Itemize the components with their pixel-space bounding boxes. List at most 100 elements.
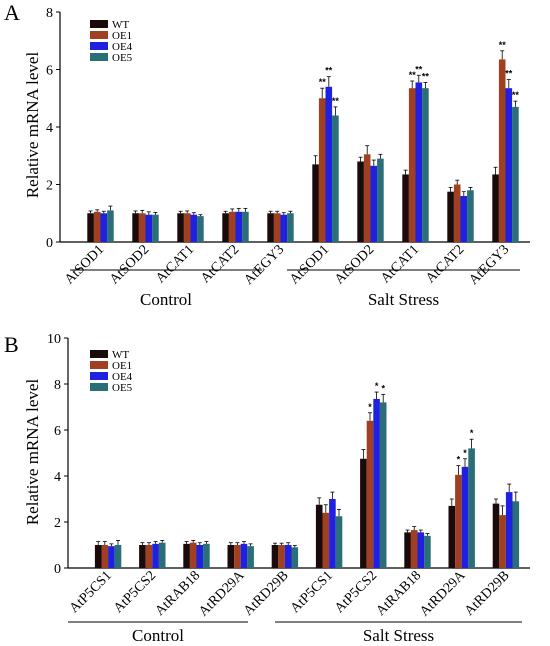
legend-swatch-oe4 xyxy=(90,372,108,380)
significance-mark: ** xyxy=(415,64,423,74)
bar-wt xyxy=(492,503,500,568)
legend-swatch-wt xyxy=(90,20,108,28)
bar-wt xyxy=(448,505,456,568)
panel-letter-a: A xyxy=(4,0,20,25)
legend-label-oe1: OE1 xyxy=(112,360,132,372)
legend-label-oe5: OE5 xyxy=(112,382,133,394)
y-tick-label: 4 xyxy=(46,121,53,136)
bar-oe5 xyxy=(114,545,122,568)
bar-oe1 xyxy=(322,512,330,568)
bar-wt xyxy=(271,545,279,568)
bar-oe5 xyxy=(379,402,387,568)
bar-oe4 xyxy=(415,82,423,242)
bar-oe4 xyxy=(145,214,153,242)
legend-label-wt: WT xyxy=(112,349,129,361)
bar-wt xyxy=(139,545,146,568)
legend-swatch-oe5 xyxy=(90,53,108,61)
y-tick-label: 0 xyxy=(54,562,61,577)
bar-wt xyxy=(492,174,499,242)
x-tick-label: AtP5CS1 xyxy=(67,568,115,616)
bar-oe1 xyxy=(93,211,101,242)
bar-oe5 xyxy=(287,213,294,242)
significance-mark: ** xyxy=(422,71,430,81)
bar-oe1 xyxy=(138,213,146,242)
bar-oe1 xyxy=(273,213,281,242)
plot-area-b: 0246810AtP5CS1AtP5CS2AtRAB18AtRD29AAtRD2… xyxy=(47,332,530,645)
significance-mark: ** xyxy=(332,96,340,106)
x-tick-label: AtCAT2 xyxy=(423,242,467,286)
bar-oe1 xyxy=(498,59,506,242)
bar-oe5 xyxy=(335,516,343,568)
bar-wt xyxy=(312,164,319,242)
bar-oe1 xyxy=(234,545,241,568)
bar-oe1 xyxy=(408,88,416,242)
significance-mark: * xyxy=(375,381,379,391)
y-tick-label: 6 xyxy=(46,64,53,79)
bar-oe1 xyxy=(366,420,374,568)
bar-oe4 xyxy=(280,214,288,242)
bar-oe4 xyxy=(505,492,513,568)
bar-oe5 xyxy=(107,210,114,242)
significance-mark: * xyxy=(368,402,372,412)
legend-swatch-oe4 xyxy=(90,42,108,50)
bar-oe5 xyxy=(512,501,520,568)
bar-oe5 xyxy=(197,216,204,242)
x-tick-label: AtRD29B xyxy=(241,568,292,619)
bar-wt xyxy=(315,504,323,568)
x-tick-label: AtSOD1 xyxy=(62,242,107,287)
bar-oe4 xyxy=(325,86,333,242)
bar-oe4 xyxy=(240,543,248,568)
bar-oe1 xyxy=(101,545,109,568)
bar-wt xyxy=(447,191,454,242)
y-tick-label: 0 xyxy=(46,236,53,251)
significance-mark: ** xyxy=(409,70,417,80)
x-tick-label: AtRD29A xyxy=(196,568,248,620)
bar-oe5 xyxy=(424,535,431,568)
bar-oe1 xyxy=(455,474,462,568)
bar-oe4 xyxy=(417,532,425,568)
y-tick-label: 8 xyxy=(46,6,53,21)
legend-label-wt: WT xyxy=(112,19,129,31)
bar-wt xyxy=(132,213,139,242)
bar-oe5 xyxy=(158,542,166,568)
y-tick-label: 4 xyxy=(54,470,61,485)
x-tick-label: AtSOD1 xyxy=(287,242,332,287)
bar-wt xyxy=(357,161,364,242)
bar-oe1 xyxy=(453,184,461,242)
significance-mark: * xyxy=(381,383,385,393)
bar-oe5 xyxy=(512,106,519,242)
bar-oe5 xyxy=(422,88,429,242)
legend-swatch-oe1 xyxy=(90,361,108,369)
x-tick-label: AtSOD2 xyxy=(332,242,377,287)
y-tick-label: 10 xyxy=(47,332,61,347)
legend-label-oe4: OE4 xyxy=(112,41,133,53)
x-tick-label: AtRAB18 xyxy=(153,568,204,619)
significance-mark: ** xyxy=(512,90,520,100)
bar-wt xyxy=(183,543,190,568)
group-label: Control xyxy=(132,626,184,645)
y-axis-label-a: Relative mRNA level xyxy=(23,52,42,199)
bar-oe5 xyxy=(152,214,159,242)
bar-oe5 xyxy=(467,190,474,242)
bar-oe4 xyxy=(235,211,243,242)
bar-oe4 xyxy=(373,398,380,568)
panel-letter-b: B xyxy=(4,332,19,357)
x-tick-label: AtCAT1 xyxy=(153,242,197,286)
legend-label-oe4: OE4 xyxy=(112,371,133,383)
bar-oe1 xyxy=(183,213,191,242)
bar-oe1 xyxy=(278,545,285,568)
bar-oe1 xyxy=(318,98,326,242)
x-tick-label: AtCAT1 xyxy=(378,242,422,286)
significance-mark: ** xyxy=(325,66,333,76)
significance-mark: ** xyxy=(319,77,327,87)
bar-oe1 xyxy=(189,542,197,568)
bar-oe5 xyxy=(291,547,299,568)
bar-oe1 xyxy=(499,515,506,568)
x-tick-label: AtCAT2 xyxy=(198,242,242,286)
bar-oe5 xyxy=(242,211,249,242)
bar-oe4 xyxy=(196,545,204,568)
bar-wt xyxy=(360,458,367,568)
bar-oe4 xyxy=(370,165,378,242)
y-tick-label: 2 xyxy=(54,516,61,531)
significance-mark: ** xyxy=(499,40,507,50)
